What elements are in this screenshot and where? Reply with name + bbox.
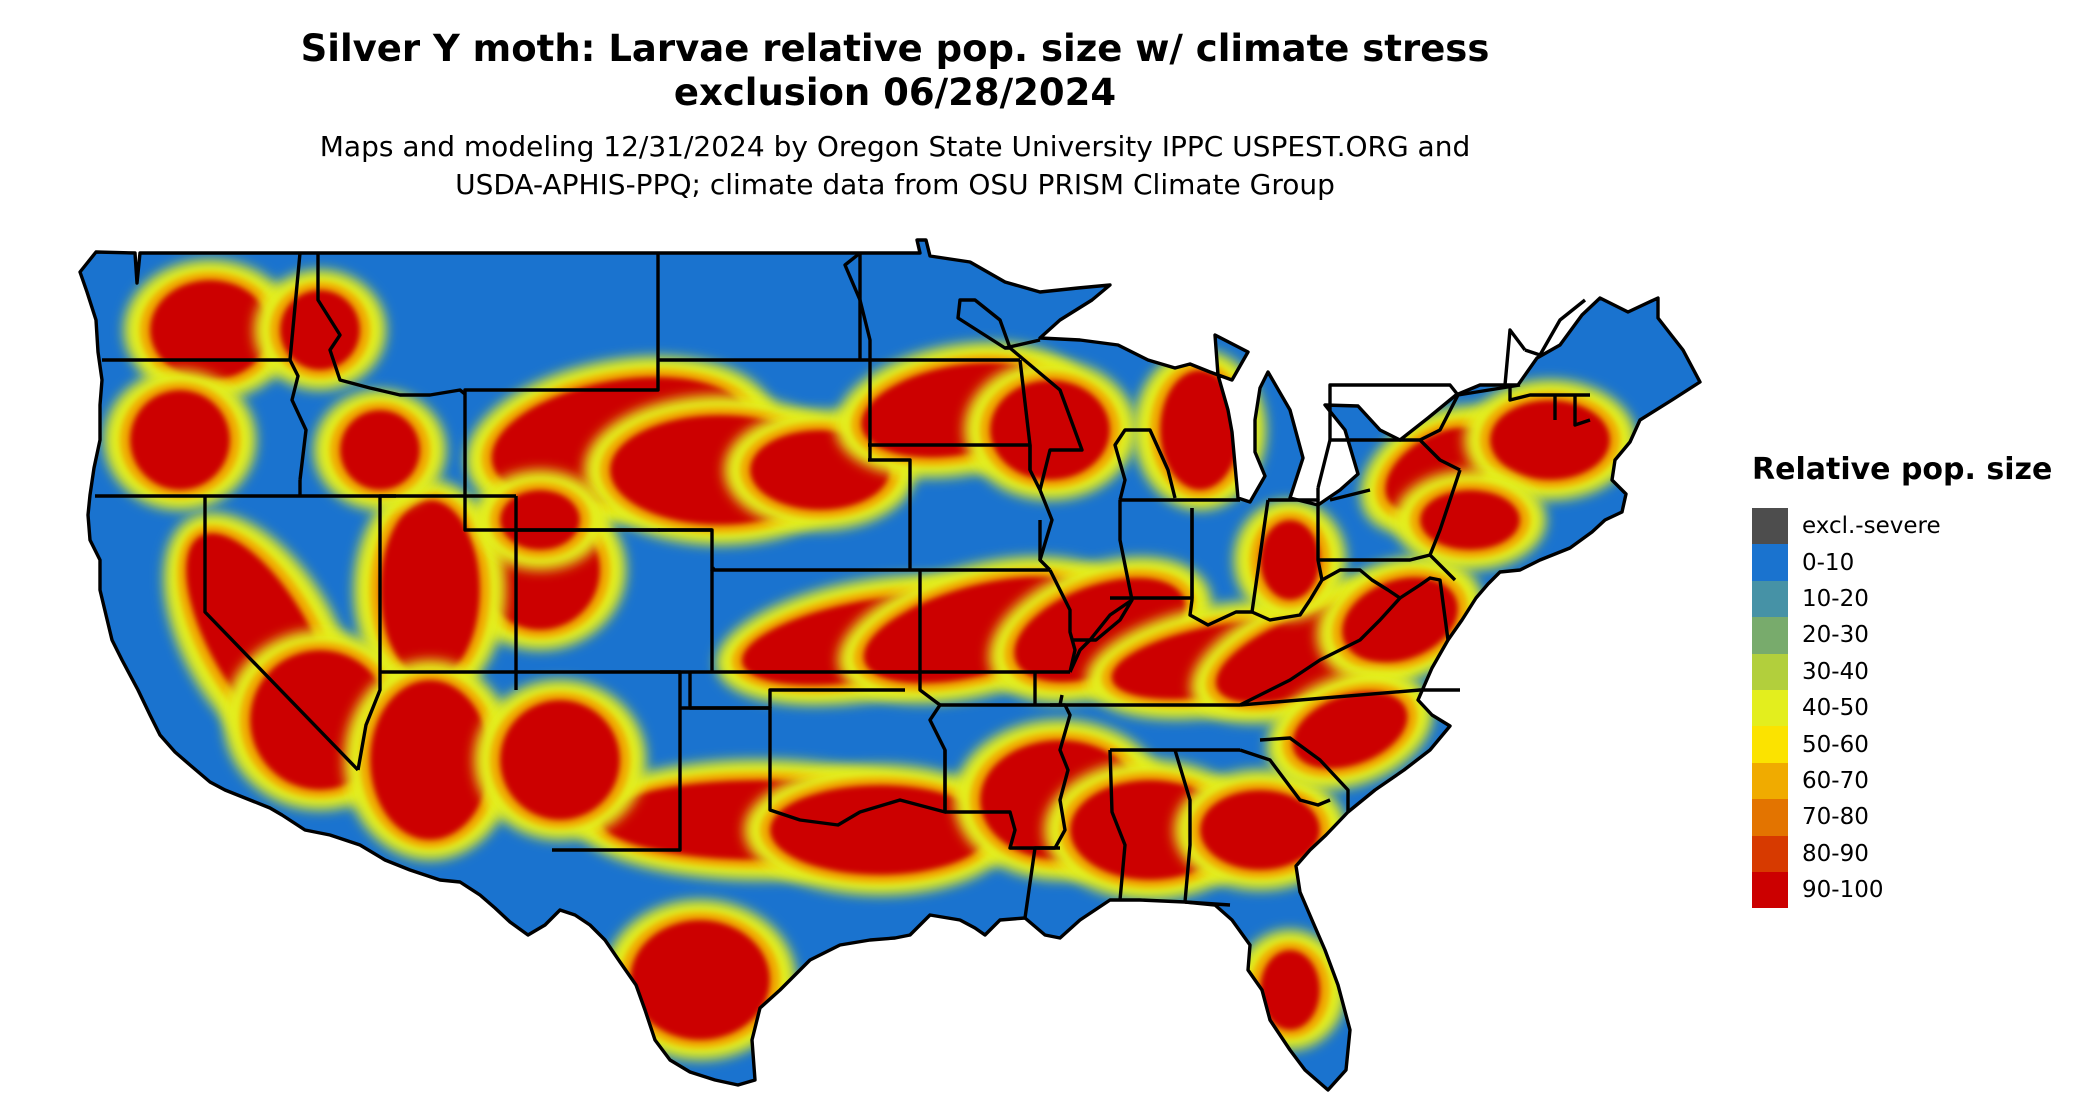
heat-zone-core xyxy=(630,920,770,1040)
legend-swatch xyxy=(1752,799,1788,836)
map-subtitle-line-2: USDA-APHIS-PPQ; climate data from OSU PR… xyxy=(455,168,1335,201)
heat-zone-core xyxy=(1260,950,1320,1030)
legend-label: 20-30 xyxy=(1802,622,1869,649)
legend-rows: excl.-severe 0-10 10-20 20-30 30-40 40-50 50-6… xyxy=(1752,508,2082,909)
heat-zone-core xyxy=(1200,790,1320,870)
map-title-line-1: Silver Y moth: Larvae relative pop. size… xyxy=(300,27,1490,70)
heat-zone-core xyxy=(500,700,620,820)
heat-zone-core xyxy=(1160,370,1240,490)
legend-swatch xyxy=(1752,835,1788,872)
heat-zone-core xyxy=(1490,400,1610,480)
heat-zone-core xyxy=(280,290,360,370)
legend-item: 50-60 xyxy=(1752,726,2082,763)
legend-item: 60-70 xyxy=(1752,762,2082,800)
legend-item: 70-80 xyxy=(1752,799,2082,836)
heat-zone-core xyxy=(380,500,480,680)
legend-label: 60-70 xyxy=(1802,767,1869,794)
legend-label: 70-80 xyxy=(1802,804,1869,831)
legend-label: 10-20 xyxy=(1802,585,1869,612)
legend-swatch xyxy=(1752,726,1788,763)
legend-label: 90-100 xyxy=(1802,877,1884,904)
legend-item: 40-50 xyxy=(1752,689,2082,727)
legend-swatch xyxy=(1752,653,1788,690)
heat-zone-core xyxy=(500,490,580,550)
legend-item: 80-90 xyxy=(1752,835,2082,872)
heat-zone-core xyxy=(990,380,1110,480)
legend-swatch xyxy=(1752,689,1788,727)
heat-zone-core xyxy=(370,680,490,840)
legend-label: 80-90 xyxy=(1802,840,1869,867)
heat-zone-core xyxy=(1292,691,1408,769)
legend-item: 30-40 xyxy=(1752,653,2082,690)
legend-swatch xyxy=(1752,617,1788,654)
legend-item: 0-10 xyxy=(1752,544,2082,581)
legend-title: Relative pop. size xyxy=(1752,452,2053,487)
map-title-line-2: exclusion 06/28/2024 xyxy=(673,71,1117,114)
heat-zone-core xyxy=(340,410,420,490)
heat-zone-core xyxy=(1420,490,1520,550)
legend-swatch xyxy=(1752,871,1788,909)
heat-zone-core xyxy=(770,785,990,875)
heat-zone-core xyxy=(1260,520,1320,600)
legend-label: 50-60 xyxy=(1802,731,1869,758)
legend-item: 20-30 xyxy=(1752,617,2082,654)
heat-zone-core xyxy=(1341,577,1459,663)
legend-item: 10-20 xyxy=(1752,580,2082,618)
legend-label: 40-50 xyxy=(1802,695,1869,722)
map-subtitle-line-1: Maps and modeling 12/31/2024 by Oregon S… xyxy=(319,130,1471,163)
legend-label: 0-10 xyxy=(1802,549,1855,576)
legend-swatch xyxy=(1752,508,1788,545)
legend-item: excl.-severe xyxy=(1752,508,2082,545)
legend: Relative pop. size excl.-severe 0-10 10-20… xyxy=(1752,452,2082,909)
legend-swatch xyxy=(1752,580,1788,618)
legend-swatch xyxy=(1752,762,1788,800)
legend-label: excl.-severe xyxy=(1802,513,1941,540)
legend-label: 30-40 xyxy=(1802,658,1869,685)
legend-item: 90-100 xyxy=(1752,871,2082,909)
legend-swatch xyxy=(1752,544,1788,581)
heat-zone-core xyxy=(130,390,230,490)
heat-zone-core xyxy=(150,280,270,380)
